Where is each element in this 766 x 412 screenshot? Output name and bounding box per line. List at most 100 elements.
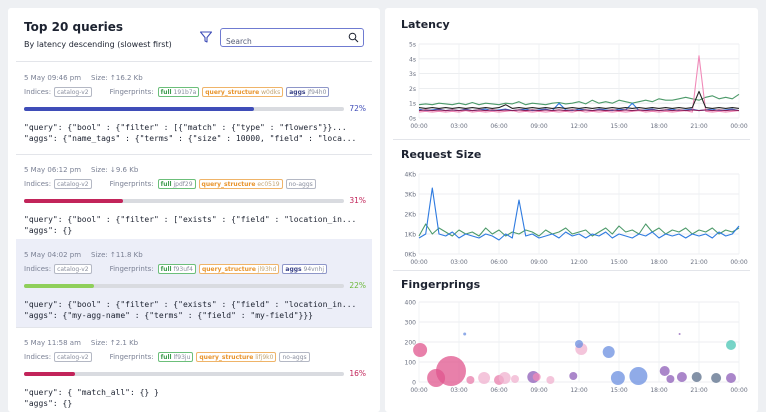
query-date: 5 May 09:46 pm: [24, 74, 82, 82]
latency-progress-bar: [24, 284, 344, 288]
fingerprint-aggs-tag[interactable]: aggs 94vnhj: [282, 264, 328, 274]
fingerprint-aggs-tag[interactable]: aggs jf94h0: [286, 87, 330, 97]
fingerprint-full-tag-value: lf93ju: [173, 354, 191, 361]
x-tick-label: 18:00: [650, 123, 667, 130]
bubble-point: [463, 332, 467, 336]
latency-progress-fill: [24, 107, 255, 111]
series-line-0: [418, 93, 740, 106]
search-icon[interactable]: [348, 32, 359, 43]
bubble-point: [659, 366, 670, 376]
divider: [16, 61, 372, 62]
query-meta: 5 May 04:02 pm Size: ↑11.8 Kb: [24, 251, 143, 259]
y-tick-label: 1s: [409, 101, 416, 108]
bubble-point: [478, 372, 491, 384]
index-tag[interactable]: catalog-v2: [54, 264, 92, 274]
fingerprint-aggs-tag[interactable]: no-aggs: [279, 352, 310, 362]
latency-progress-bar: [24, 372, 344, 376]
fingerprint-aggs-tag-value: jf94h0: [307, 89, 327, 96]
aggs-line: "aggs": {}: [24, 226, 73, 235]
x-tick-label: 15:00: [610, 259, 627, 266]
bubble-point: [466, 376, 475, 384]
bubble-point: [610, 371, 625, 385]
fingerprint-aggs-tag-key: aggs: [285, 266, 302, 273]
query-line: "query": {"bool" : {"filter" : [{"match"…: [24, 123, 347, 132]
query-item[interactable]: 5 May 11:58 am Size: ↑2.1 Kb Indices: catal…: [16, 327, 372, 412]
query-date: 5 May 06:12 pm: [24, 166, 82, 174]
query-code: "query": { "match_all": {} } "aggs": {}: [24, 387, 364, 409]
query-meta: 5 May 06:12 pm Size: ↓9.6 Kb: [24, 166, 138, 174]
bubble-point: [511, 375, 519, 383]
aggs-line: "aggs": {"name_tags" : {"terms" : {"size…: [24, 134, 357, 143]
query-meta: 5 May 09:46 pm Size: ↑16.2 Kb: [24, 74, 143, 82]
series-line-4: [418, 109, 740, 112]
query-indices-row: Indices: catalog-v2 Fingerprints: full 191b…: [24, 87, 330, 97]
bubble-point: [546, 376, 555, 384]
index-tag[interactable]: catalog-v2: [54, 352, 92, 362]
x-tick-label: 06:00: [490, 259, 507, 266]
fingerprint-query-structure-tag-key: query_structure: [199, 354, 254, 361]
series-line-0: [418, 223, 740, 237]
search-box[interactable]: [220, 28, 364, 50]
index-tag[interactable]: catalog-v2: [54, 179, 92, 189]
fingerprint-full-tag[interactable]: full jpdf29: [157, 179, 196, 189]
fingerprint-query-structure-tag[interactable]: query_structure ec0519: [198, 179, 283, 189]
y-tick-label: 0s: [409, 116, 416, 123]
fingerprint-full-tag-value: f93uf4: [173, 266, 193, 273]
bubble-point: [726, 373, 736, 383]
fingerprint-query-structure-tag[interactable]: query_structure lifj9k0: [196, 352, 277, 362]
fingerprint-query-structure-tag-key: query_structure: [201, 181, 256, 188]
fingerprint-query-structure-tag[interactable]: query_structure jl93hd: [198, 264, 280, 274]
bubble-point: [726, 340, 736, 350]
fingerprint-full-tag[interactable]: full 191b7a: [157, 87, 200, 97]
x-tick-label: 09:00: [530, 387, 547, 394]
fingerprint-full-tag[interactable]: full lf93ju: [157, 352, 194, 362]
query-code: "query": {"bool" : {"filter" : {"exists"…: [24, 299, 364, 321]
query-indices-row: Indices: catalog-v2 Fingerprints: full jpdf…: [24, 179, 316, 189]
fingerprint-query-structure-tag[interactable]: query_structure w0dks: [202, 87, 284, 97]
latency-chart-title: Latency: [401, 18, 450, 31]
fingerprint-full-tag[interactable]: full f93uf4: [157, 264, 196, 274]
bubble-point: [569, 372, 578, 380]
y-tick-label: 300: [405, 320, 417, 327]
y-tick-label: 200: [405, 340, 417, 347]
query-item[interactable]: 5 May 09:46 pm Size: ↑16.2 Kb Indices: cata…: [16, 62, 372, 154]
fingerprint-aggs-tag-value: 94vnhj: [303, 266, 325, 273]
query-date: 5 May 04:02 pm: [24, 251, 82, 259]
x-tick-label: 00:00: [730, 123, 747, 130]
x-tick-label: 21:00: [690, 387, 707, 394]
query-item[interactable]: 5 May 04:02 pm Size: ↑11.8 Kb Indices: cata…: [16, 239, 372, 327]
series-line-3: [418, 90, 740, 109]
fingerprint-aggs-tag-value: no-aggs: [288, 181, 313, 188]
fingerprint-full-tag-value: 191b7a: [173, 89, 197, 96]
x-tick-label: 21:00: [690, 259, 707, 266]
bubble-point: [629, 367, 648, 385]
x-tick-label: 03:00: [450, 387, 467, 394]
latency-progress-bar: [24, 199, 344, 203]
x-tick-label: 00:00: [730, 259, 747, 266]
x-tick-label: 03:00: [450, 123, 467, 130]
query-code: "query": {"bool" : {"filter" : ["exists"…: [24, 214, 364, 236]
y-tick-label: 4Kb: [404, 172, 416, 179]
y-tick-label: 3Kb: [404, 192, 416, 199]
query-line: "query": {"bool" : {"filter" : ["exists"…: [24, 215, 357, 224]
y-tick-label: 2s: [409, 86, 416, 93]
x-tick-label: 12:00: [570, 259, 587, 266]
fingerprints-label: Fingerprints:: [109, 88, 154, 96]
filter-icon[interactable]: [199, 30, 213, 44]
query-size: Size: ↑11.8 Kb: [91, 251, 143, 259]
search-input[interactable]: [226, 33, 346, 50]
bubble-point: [666, 375, 675, 383]
fingerprint-aggs-tag[interactable]: no-aggs: [285, 179, 316, 189]
panel-subtitle: By latency descending (slowest first): [24, 40, 172, 49]
latency-percent: 31%: [349, 196, 366, 205]
latency-percent: 22%: [349, 281, 366, 290]
latency-progress-fill: [24, 199, 124, 203]
fingerprints-label: Fingerprints:: [109, 180, 154, 188]
x-tick-label: 00:00: [410, 387, 427, 394]
index-tag[interactable]: catalog-v2: [54, 87, 92, 97]
query-item[interactable]: 5 May 06:12 pm Size: ↓9.6 Kb Indices: catal…: [16, 154, 372, 239]
indices-label: Indices:: [24, 353, 52, 361]
fingerprint-query-structure-tag-key: query_structure: [201, 266, 256, 273]
